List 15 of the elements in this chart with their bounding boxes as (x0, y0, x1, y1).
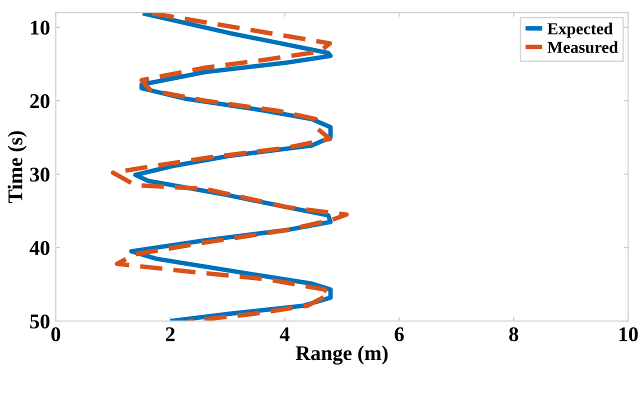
legend-label: Expected (547, 22, 613, 38)
x-tick-label: 4 (280, 327, 290, 342)
y-tick-label: 40 (30, 241, 50, 256)
y-tick-label: 50 (30, 314, 50, 329)
x-tick-label: 10 (619, 327, 638, 342)
x-tick-label: 6 (394, 327, 404, 342)
x-tick-label: 8 (509, 327, 518, 342)
y-axis-title: Time (s) (8, 131, 27, 204)
x-tick-label: 0 (51, 327, 60, 342)
y-tick-label: 10 (31, 20, 50, 35)
y-tick-label: 30 (30, 168, 50, 182)
y-tick-label: 20 (30, 94, 50, 108)
x-tick-label: 2 (166, 327, 175, 342)
legend-label: Measured (547, 41, 618, 53)
x-axis-title: Range (m) (296, 346, 388, 365)
